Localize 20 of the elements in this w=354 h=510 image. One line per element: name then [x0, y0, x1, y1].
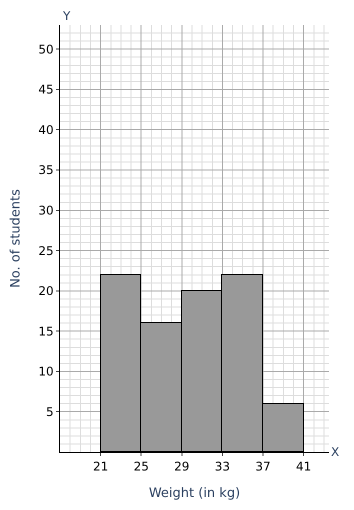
text: X — [331, 445, 340, 459]
x-tick-label: 29 — [174, 459, 190, 474]
x-axis-title: Weight (in kg) — [148, 486, 240, 501]
x-tick-label: 41 — [296, 459, 312, 474]
y-tick-label: 15 — [38, 324, 54, 338]
y-axis-title: No. of students — [8, 188, 24, 288]
y-tick-label: 35 — [38, 163, 54, 178]
y-tick-label: 25 — [38, 244, 54, 258]
y-tick-label: 5 — [46, 404, 54, 419]
y-tick-label: 10 — [38, 364, 54, 379]
y-tick-label: 40 — [38, 122, 54, 137]
y-tick-label: 50 — [38, 42, 54, 56]
text: Y — [62, 9, 71, 23]
x-tick-label: 37 — [255, 459, 271, 474]
y-tick-label: 45 — [38, 82, 54, 97]
x-tick-label: 25 — [134, 459, 149, 474]
y-tick-label: 20 — [38, 284, 54, 298]
y-tick-label: 30 — [38, 204, 54, 218]
x-tick-label: 21 — [92, 459, 108, 474]
x-tick-label: 33 — [214, 459, 230, 474]
